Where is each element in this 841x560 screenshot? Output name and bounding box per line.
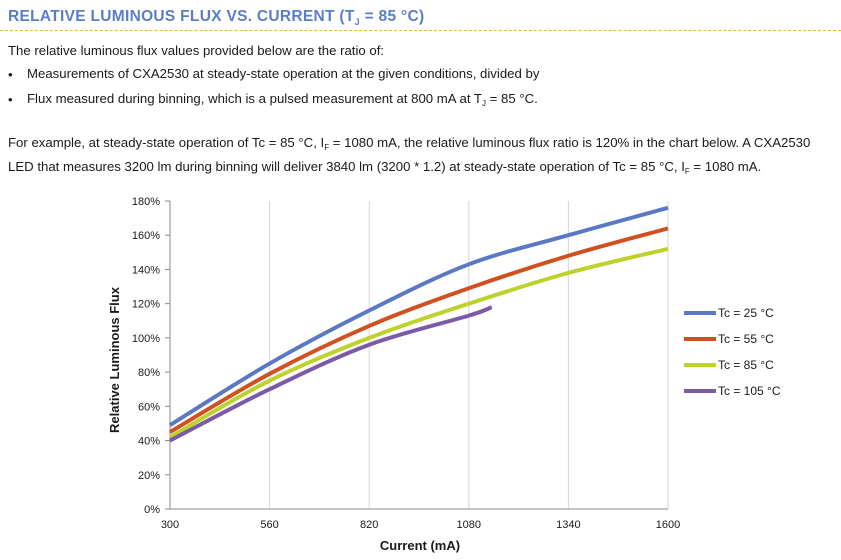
x-tick-label: 1600: [656, 519, 680, 531]
legend-label: Tc = 85 °C: [718, 358, 774, 372]
legend-label: Tc = 55 °C: [718, 332, 774, 346]
series-line: [168, 205, 669, 427]
y-tick-label: 120%: [132, 299, 160, 311]
bullet-marker: •: [8, 92, 13, 107]
chart-legend: Tc = 25 °C Tc = 55 °C Tc = 85 °C Tc = 105 °…: [684, 306, 781, 398]
example-line-1: For example, at steady-state operation o…: [8, 135, 811, 152]
x-tick-label: 1340: [556, 519, 580, 531]
x-tick-label: 820: [360, 519, 378, 531]
heading-divider: [0, 30, 841, 31]
y-tick-label: 160%: [132, 230, 160, 242]
series-line: [169, 305, 493, 443]
bullet-marker: •: [8, 67, 13, 82]
intro-text: The relative luminous flux values provid…: [8, 43, 385, 58]
x-tick-label: 1080: [457, 519, 481, 531]
legend-label: Tc = 105 °C: [718, 384, 781, 398]
legend-label: Tc = 25 °C: [718, 306, 774, 320]
series-line: [168, 226, 669, 434]
x-axis-label: Current (mA): [380, 538, 460, 553]
example-line-2: LED that measures 3200 lm during binning…: [8, 159, 762, 176]
y-tick-label: 60%: [138, 401, 160, 413]
x-tick-label: 300: [161, 519, 179, 531]
y-tick-label: 80%: [138, 367, 160, 379]
y-tick-label: 180%: [132, 196, 160, 208]
y-tick-label: 40%: [138, 436, 160, 448]
chart-grid: [269, 201, 669, 509]
y-axis-label: Relative Luminous Flux: [107, 286, 122, 433]
bullet-item-1: Measurements of CXA2530 at steady-state …: [27, 66, 540, 81]
bullet-item-2: Flux measured during binning, which is a…: [27, 91, 538, 108]
y-tick-label: 0%: [144, 504, 160, 516]
y-tick-label: 100%: [132, 333, 160, 345]
y-tick-label: 20%: [138, 470, 160, 482]
chart-axes: 300 560 820 1080 1340 1600 0% 20% 40% 60% 80% 100% 1…: [132, 196, 680, 531]
y-tick-label: 140%: [132, 264, 160, 276]
x-tick-label: 560: [260, 519, 278, 531]
series-line: [169, 246, 669, 439]
section-heading: RELATIVE LUMINOUS FLUX VS. CURRENT (TJ =…: [8, 8, 425, 28]
chart-series: [168, 205, 669, 443]
